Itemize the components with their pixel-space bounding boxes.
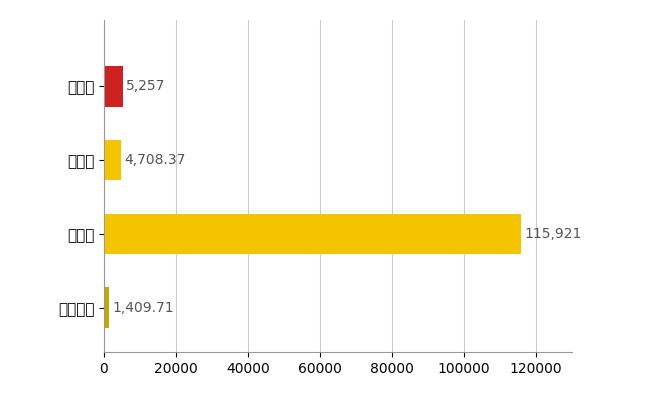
Bar <box>104 214 521 254</box>
Text: 115,921: 115,921 <box>524 227 582 241</box>
Text: 5,257: 5,257 <box>126 80 165 94</box>
Bar <box>104 288 109 328</box>
Bar <box>104 66 123 107</box>
Text: 1,409.71: 1,409.71 <box>112 301 174 315</box>
Bar <box>104 140 121 180</box>
Text: 4,708.37: 4,708.37 <box>124 153 185 167</box>
